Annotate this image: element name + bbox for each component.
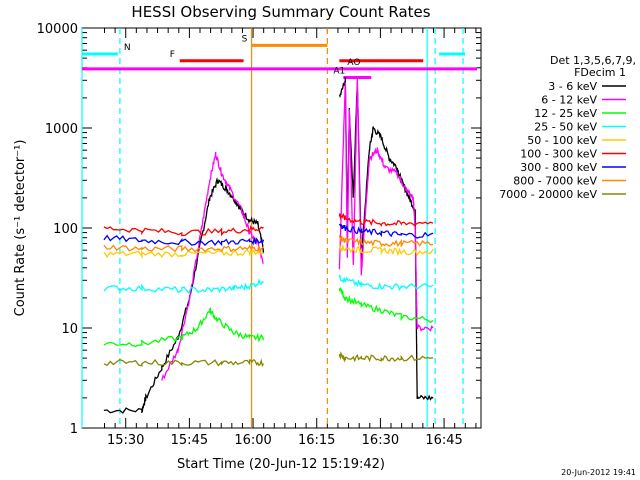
chart-title: HESSI Observing Summary Count Rates [131,3,430,21]
x-tick-label: 16:30 [362,433,399,448]
annotation-label: AO [347,58,360,68]
y-tick-label: 1000 [45,122,78,137]
legend-item-label: 3 - 6 keV [548,80,597,93]
annotation-label: S [242,34,248,44]
x-tick-label: 15:30 [107,433,144,448]
legend-item-label: 300 - 800 keV [520,161,597,174]
series-line-6 [103,223,434,247]
y-axis-label: Count Rate (s⁻¹ detector⁻¹) [13,140,28,317]
y-tick-label: 1 [70,422,78,437]
legend-item-label: 7000 - 20000 keV [499,188,597,201]
series-line-1 [161,78,434,381]
annotation-label: A1 [333,66,345,76]
annotation-label: N [124,43,131,53]
legend-item-label: 12 - 25 keV [534,107,597,120]
legend-header-1: Det 1,3,5,6,7,9, [550,54,636,67]
x-tick-label: 16:00 [234,433,271,448]
series-line-5 [103,212,434,237]
annotation-label: F [170,50,175,60]
series-line-8 [103,351,434,368]
x-tick-label: 15:45 [171,433,208,448]
x-tick-label: 16:15 [298,433,335,448]
x-axis-label: Start Time (20-Jun-12 15:19:42) [177,457,385,472]
x-tick-label: 16:45 [425,433,462,448]
y-tick-label: 10 [61,322,78,337]
series-line-4 [103,244,434,259]
y-tick-label: 100 [53,222,78,237]
footer-timestamp: 20-Jun-2012 19:41 [561,468,636,477]
legend-item-label: 800 - 7000 keV [513,175,597,188]
legend-header-2: FDecim 1 [574,66,626,79]
legend-item-label: 100 - 300 keV [520,148,597,161]
series-line-7 [103,235,434,253]
plot-area: 1 10 100 1000 10000 15:30 15:45 16:00 16:15 16:30… [37,22,482,448]
series-line-3 [103,274,434,295]
y-tick-label: 10000 [37,22,78,37]
series-line-2 [103,287,434,347]
plot-frame [81,27,482,429]
legend-item-label: 6 - 12 keV [541,94,597,107]
legend-item-label: 25 - 50 keV [534,121,597,134]
legend-item-label: 50 - 100 keV [527,134,597,147]
